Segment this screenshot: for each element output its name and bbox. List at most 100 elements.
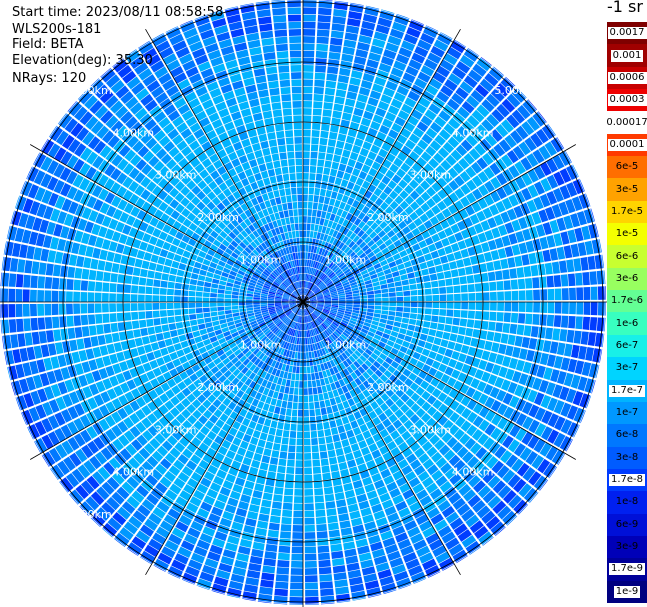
ppi-bin — [274, 436, 282, 444]
ppi-bin — [233, 405, 242, 414]
ppi-bin — [280, 314, 287, 320]
ppi-bin — [515, 125, 529, 140]
ppi-bin — [329, 359, 336, 368]
ppi-bin — [353, 217, 362, 226]
ppi-bin — [332, 358, 339, 366]
ppi-bin — [203, 495, 216, 506]
ppi-bin — [236, 245, 244, 253]
ppi-bin — [352, 290, 360, 294]
ppi-bin — [81, 326, 90, 337]
ppi-bin — [490, 128, 503, 142]
ppi-bin — [560, 357, 571, 371]
ppi-bin — [360, 507, 372, 517]
ppi-bin — [290, 568, 303, 576]
ppi-bin — [439, 481, 453, 493]
ppi-bin — [69, 489, 84, 504]
ppi-bin — [503, 406, 515, 420]
ppi-bin — [95, 281, 103, 292]
ppi-bin — [518, 141, 531, 156]
ppi-bin — [375, 562, 390, 573]
ppi-bin — [197, 152, 208, 163]
ppi-bin — [461, 293, 469, 301]
ppi-bin — [142, 362, 152, 373]
ppi-bin — [389, 464, 400, 475]
ppi-bin — [452, 277, 460, 286]
ppi-bin — [437, 415, 449, 426]
ppi-bin — [290, 336, 294, 344]
ppi-bin — [203, 175, 214, 185]
ppi-bin — [245, 257, 253, 264]
ppi-bin — [167, 566, 183, 578]
ppi-bin — [46, 221, 56, 235]
ppi-bin — [335, 339, 342, 347]
ppi-bin — [423, 253, 433, 262]
ppi-bin — [507, 334, 516, 346]
ppi-bin — [330, 463, 339, 472]
ppi-bin — [463, 75, 478, 89]
ppi-bin — [268, 323, 276, 329]
ppi-bin — [195, 308, 203, 314]
ppi-bin — [467, 283, 475, 293]
ppi-bin — [511, 244, 521, 256]
ppi-bin — [484, 229, 494, 241]
ppi-bin — [114, 559, 131, 574]
ppi-bin — [229, 328, 238, 334]
ppi-bin — [422, 275, 431, 282]
ppi-bin — [255, 350, 263, 358]
ppi-bin — [105, 74, 121, 88]
ppi-bin — [238, 299, 246, 302]
ppi-bin — [139, 524, 154, 538]
ppi-bin — [282, 298, 289, 301]
ppi-bin — [476, 104, 490, 118]
ppi-bin — [491, 460, 504, 474]
ppi-bin — [262, 250, 269, 258]
ppi-bin — [510, 312, 519, 323]
ppi-bin — [351, 287, 359, 292]
ppi-bin — [189, 496, 202, 507]
ppi-bin — [198, 221, 208, 231]
ppi-bin — [268, 464, 278, 473]
ppi-bin — [240, 282, 249, 288]
ppi-bin — [295, 322, 299, 330]
ppi-bin — [174, 282, 182, 290]
ppi-bin — [345, 294, 353, 298]
ppi-bin — [229, 365, 237, 373]
ppi-bin — [316, 166, 324, 174]
ppi-bin — [313, 231, 318, 239]
ppi-bin — [217, 384, 226, 393]
ppi-bin — [436, 200, 447, 211]
ppi-bin — [65, 472, 80, 488]
ppi-bin — [345, 259, 353, 266]
ppi-bin — [8, 319, 17, 333]
ppi-bin — [364, 359, 373, 368]
ppi-bin — [364, 66, 377, 76]
ppi-bin — [154, 385, 165, 396]
ppi-bin — [152, 408, 164, 420]
ppi-bin — [39, 472, 53, 488]
ppi-bin — [466, 399, 478, 411]
ppi-bin — [503, 312, 511, 323]
ppi-bin — [424, 236, 434, 246]
ppi-bin — [231, 345, 239, 353]
ppi-bin — [193, 261, 202, 269]
ppi-bin — [468, 148, 481, 161]
ppi-bin — [332, 184, 340, 193]
ppi-bin — [224, 542, 238, 552]
ppi-bin — [123, 303, 131, 312]
ppi-bin — [244, 350, 253, 358]
ppi-bin — [396, 306, 404, 312]
ppi-bin — [1, 417, 14, 434]
ppi-bin — [304, 288, 308, 296]
ppi-bin — [91, 512, 106, 527]
ppi-bin — [37, 290, 45, 302]
ppi-bin — [310, 430, 318, 438]
ppi-bin — [305, 316, 308, 323]
ppi-bin — [421, 390, 431, 401]
ppi-bin — [129, 154, 142, 167]
ppi-bin — [303, 151, 310, 159]
ppi-bin — [525, 240, 535, 253]
ppi-bin — [303, 158, 310, 166]
ppi-bin — [410, 403, 421, 413]
ppi-bin — [521, 187, 532, 201]
ppi-bin — [33, 170, 46, 185]
